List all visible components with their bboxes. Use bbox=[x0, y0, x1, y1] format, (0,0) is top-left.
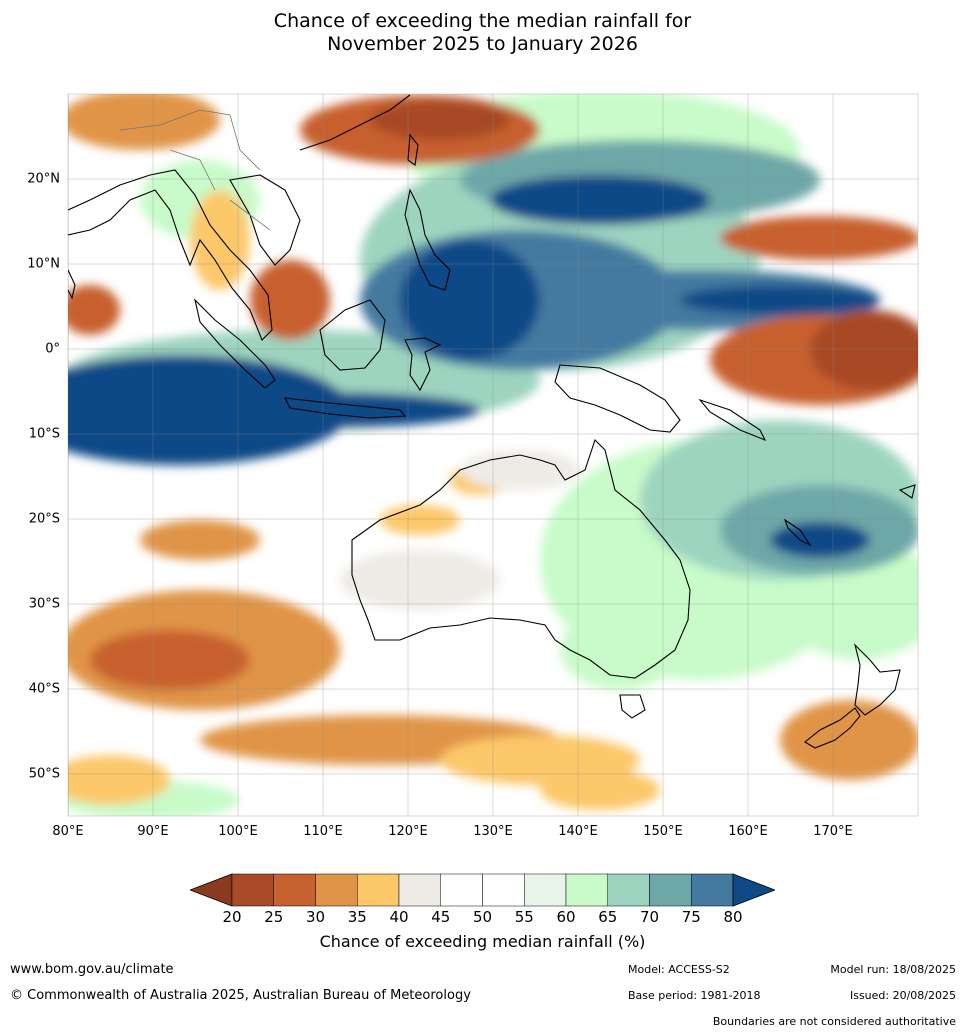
gridlines bbox=[68, 94, 918, 816]
lon-label-110e: 110°E bbox=[303, 824, 343, 839]
colorbar-cell bbox=[315, 873, 358, 907]
philippines-coast bbox=[404, 188, 451, 291]
lon-label-150e: 150°E bbox=[643, 824, 683, 839]
title-line-1: Chance of exceeding the median rainfall … bbox=[273, 10, 692, 32]
lat-label-30s: 30°S bbox=[28, 596, 60, 612]
lat-label-10n: 10°N bbox=[27, 256, 60, 272]
new-guinea-coast bbox=[554, 364, 681, 433]
colorbar-tick-label: 20 bbox=[222, 908, 242, 926]
solomon-islands-coast bbox=[698, 398, 767, 442]
fiji-coast bbox=[898, 484, 916, 499]
sulawesi-coast bbox=[404, 337, 442, 392]
lon-label-140e: 140°E bbox=[558, 824, 598, 839]
borneo-coast bbox=[319, 299, 386, 371]
colorbar-tick-label: 45 bbox=[431, 908, 451, 926]
nz-south-coast bbox=[804, 707, 861, 749]
colorbar-high-arrow bbox=[732, 873, 777, 907]
colorbar-cell bbox=[482, 873, 525, 907]
website-link[interactable]: www.bom.gov.au/climate bbox=[10, 962, 174, 977]
colorbar-tick-label: 70 bbox=[639, 908, 660, 926]
colorbar-cell bbox=[440, 873, 483, 907]
lon-label-130e: 130°E bbox=[473, 824, 513, 839]
colorbar-title: Chance of exceeding median rainfall (%) bbox=[319, 932, 646, 951]
colorbar-tick-label: 55 bbox=[514, 908, 534, 926]
colorbar-low-arrow bbox=[188, 873, 233, 907]
new-caledonia-coast bbox=[783, 518, 812, 547]
disclaimer-text: Boundaries are not considered authoritat… bbox=[712, 1015, 956, 1028]
colorbar: 20 25 30 35 40 45 50 55 60 65 70 75 80 bbox=[188, 872, 777, 942]
colorbar-tick-label: 60 bbox=[556, 908, 576, 926]
australia-coast bbox=[351, 438, 691, 679]
colorbar-cell bbox=[691, 873, 734, 907]
colorbar-tick-label: 40 bbox=[389, 908, 409, 926]
taiwan-coast bbox=[407, 133, 419, 166]
colorbar-tick-label: 50 bbox=[472, 908, 493, 926]
mainland-asia-coast bbox=[68, 169, 273, 341]
lon-label-90e: 90°E bbox=[137, 824, 169, 839]
colorbar-cell bbox=[273, 873, 316, 907]
lat-label-20n: 20°N bbox=[27, 171, 60, 187]
colorbar-cell bbox=[607, 873, 650, 907]
colorbar-cells bbox=[231, 873, 734, 907]
colorbar-tick-label: 75 bbox=[681, 908, 701, 926]
lat-label-50s: 50°S bbox=[28, 766, 60, 782]
colorbar-tick-label: 25 bbox=[264, 908, 284, 926]
nz-north-coast bbox=[853, 643, 901, 716]
coastlines bbox=[68, 94, 916, 749]
lon-label-170e: 170°E bbox=[813, 824, 853, 839]
colorbar-tick-label: 30 bbox=[305, 908, 326, 926]
colorbar-cell bbox=[649, 873, 692, 907]
sri-lanka-coast bbox=[68, 269, 76, 300]
se-asia-borders bbox=[119, 109, 271, 231]
rainfall-field bbox=[68, 94, 918, 816]
colorbar-tick-label: 35 bbox=[347, 908, 367, 926]
lat-label-20s: 20°S bbox=[28, 511, 60, 527]
tasmania-coast bbox=[619, 694, 646, 719]
lon-label-160e: 160°E bbox=[728, 824, 768, 839]
copyright-text: © Commonwealth of Australia 2025, Austra… bbox=[10, 988, 471, 1003]
lon-label-80e: 80°E bbox=[52, 824, 84, 839]
colorbar-tick-label: 65 bbox=[598, 908, 618, 926]
lon-label-100e: 100°E bbox=[218, 824, 258, 839]
map-title: Chance of exceeding the median rainfall … bbox=[0, 10, 965, 56]
sumatra-coast bbox=[194, 298, 276, 389]
java-coast bbox=[284, 397, 407, 419]
colorbar-swatches bbox=[188, 873, 777, 907]
rainfall-shading bbox=[68, 94, 918, 816]
colorbar-cell bbox=[398, 873, 441, 907]
rainfall-map bbox=[67, 93, 919, 817]
indochina-coast bbox=[229, 174, 301, 266]
model-text: Model: ACCESS-S2 bbox=[628, 963, 730, 976]
lon-label-120e: 120°E bbox=[388, 824, 428, 839]
lat-label-0: 0° bbox=[45, 341, 60, 357]
south-china-coast bbox=[299, 94, 411, 151]
map-area: 20°N 10°N 0° 10°S 20°S 30°S 40°S 50°S 80… bbox=[27, 93, 919, 839]
model-run-text: Model run: 18/08/2025 bbox=[830, 963, 956, 976]
political-boundaries bbox=[119, 109, 271, 231]
map-frame bbox=[67, 93, 919, 817]
colorbar-cell bbox=[565, 873, 608, 907]
colorbar-cell bbox=[524, 873, 567, 907]
title-line-2: November 2025 to January 2026 bbox=[327, 33, 638, 55]
issued-text: Issued: 20/08/2025 bbox=[849, 989, 956, 1002]
colorbar-cell bbox=[231, 873, 274, 907]
colorbar-cell bbox=[357, 873, 400, 907]
lat-label-40s: 40°S bbox=[28, 681, 60, 697]
lat-label-10s: 10°S bbox=[28, 426, 60, 442]
base-period-text: Base period: 1981-2018 bbox=[628, 989, 761, 1002]
colorbar-tick-label: 80 bbox=[723, 908, 743, 926]
